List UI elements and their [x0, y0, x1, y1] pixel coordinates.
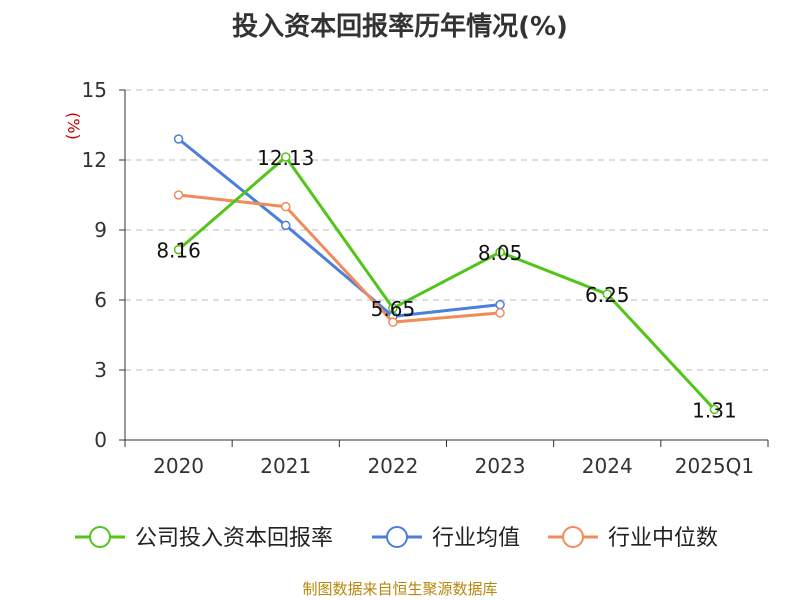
grid-lines — [125, 89, 768, 371]
data-point[interactable] — [173, 190, 184, 200]
legend-label: 行业中位数 — [608, 526, 718, 551]
data-source: 制图数据来自恒生聚源数据库 — [302, 580, 498, 598]
x-tick-label: 2025Q1 — [675, 454, 754, 478]
data-label: 6.25 — [585, 283, 630, 307]
series-line — [177, 137, 501, 318]
data-point[interactable] — [388, 317, 398, 327]
y-tick-label: 0 — [94, 428, 107, 452]
data-point[interactable] — [281, 152, 291, 162]
series-group: 8.16 12.13 5.65 8.05 6.25 1.31 — [156, 134, 737, 422]
legend-marker — [89, 526, 111, 548]
y-tick-label: 6 — [94, 288, 107, 312]
x-ticks: 2020 2021 2022 2023 2024 2025Q1 — [124, 440, 769, 478]
data-point[interactable] — [709, 404, 720, 415]
legend-label: 行业均值 — [432, 526, 520, 551]
data-point[interactable] — [495, 308, 505, 318]
x-tick-label: 2023 — [475, 454, 526, 478]
x-tick-label: 2020 — [153, 454, 204, 478]
y-tick-label: 12 — [82, 148, 107, 172]
y-axis-label: (%) — [64, 112, 83, 140]
data-point[interactable] — [388, 303, 398, 313]
chart-title: 投入资本回报率历年情况(%) — [232, 12, 568, 42]
series-industry_avg — [173, 134, 505, 322]
y-tick-label: 15 — [82, 78, 107, 102]
x-tick-label: 2021 — [260, 454, 311, 478]
legend-item-industry_avg[interactable]: 行业均值 — [372, 526, 520, 551]
axes — [124, 90, 768, 441]
data-label: 8.05 — [478, 241, 523, 265]
x-tick-label: 2022 — [367, 454, 418, 478]
y-tick-label: 3 — [94, 358, 107, 382]
series-line — [177, 155, 716, 411]
data-point[interactable] — [495, 247, 505, 257]
data-point[interactable] — [281, 220, 291, 231]
data-point[interactable] — [602, 289, 612, 299]
legend-marker — [386, 526, 408, 548]
data-label: 12.13 — [257, 146, 314, 170]
data-point[interactable] — [281, 201, 291, 212]
y-tick-label: 9 — [94, 218, 107, 242]
data-point[interactable] — [173, 244, 184, 255]
legend-item-company[interactable]: 公司投入资本回报率 — [75, 526, 333, 551]
data-label: 1.31 — [692, 398, 737, 422]
data-label: 5.65 — [371, 297, 416, 321]
y-ticks: 0 3 6 9 12 15 — [82, 78, 125, 452]
legend[interactable]: 公司投入资本回报率 行业均值 行业中位数 — [75, 526, 718, 551]
data-point[interactable] — [495, 299, 505, 310]
data-point[interactable] — [173, 134, 184, 144]
legend-item-industry_median[interactable]: 行业中位数 — [548, 526, 718, 551]
x-tick-label: 2024 — [582, 454, 633, 478]
legend-label: 公司投入资本回报率 — [135, 526, 333, 551]
data-label: 8.16 — [156, 239, 201, 263]
legend-marker — [562, 526, 584, 548]
series-company: 8.16 12.13 5.65 8.05 6.25 1.31 — [156, 146, 736, 422]
series-line — [178, 193, 501, 324]
series-industry_median — [173, 190, 505, 327]
